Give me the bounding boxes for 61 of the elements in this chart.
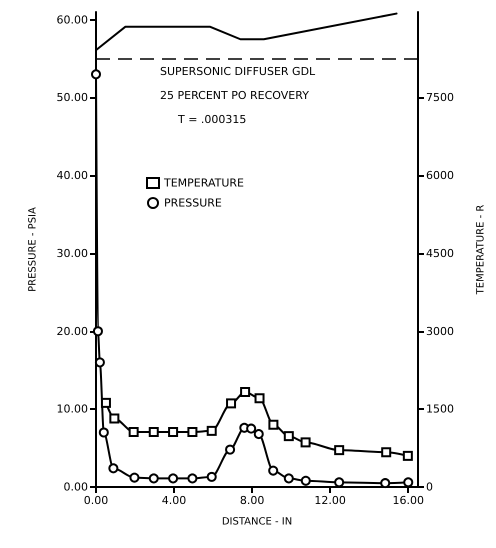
y-tick-label: 50.00 <box>56 91 88 104</box>
point <box>91 69 101 80</box>
legend-label: PRESSURE <box>164 196 222 210</box>
point <box>168 426 178 437</box>
point <box>334 477 344 488</box>
point <box>109 413 120 424</box>
point <box>206 472 217 482</box>
y-tick-label: 30.00 <box>56 246 88 260</box>
point <box>284 431 294 442</box>
point <box>334 445 344 456</box>
point <box>300 437 311 448</box>
x-tick-label: 4.00 <box>162 494 186 507</box>
point <box>100 398 111 408</box>
point <box>381 447 392 458</box>
point <box>98 427 109 438</box>
x-tick-label: 8.00 <box>240 494 264 507</box>
x-tick-label: 0.00 <box>84 494 108 507</box>
point <box>129 472 140 483</box>
point <box>92 326 103 336</box>
x-tick-label: 16.00 <box>392 494 424 507</box>
annotation: T = .000315 <box>177 113 246 126</box>
point <box>300 476 311 486</box>
point <box>187 473 198 484</box>
y-tick-label: 40.00 <box>56 169 88 182</box>
y2-axis-title: TEMPERATURE - R <box>476 204 486 296</box>
point <box>148 473 159 484</box>
point <box>284 473 294 484</box>
y-tick-label: 10.00 <box>56 402 88 416</box>
point <box>246 424 256 434</box>
point <box>94 357 105 368</box>
y-tick-label: 60.00 <box>56 13 88 26</box>
point <box>380 478 390 488</box>
point <box>108 463 118 474</box>
y2-tick-label: 1500 <box>426 402 454 416</box>
point <box>254 393 265 404</box>
y2-tick-label: 4500 <box>426 246 454 260</box>
y-tick-label: 20.00 <box>56 324 88 338</box>
point <box>268 466 278 476</box>
point <box>225 444 236 455</box>
point <box>403 477 414 488</box>
legend-label: TEMPERATURE <box>163 176 244 190</box>
point <box>226 398 236 408</box>
y-tick-label: 0.00 <box>64 480 88 494</box>
point <box>254 429 264 440</box>
point <box>402 450 413 461</box>
y-axis-title: PRESSURE - PSIA <box>28 206 38 292</box>
y2-tick-label: 3000 <box>426 324 454 338</box>
point <box>128 426 139 437</box>
y2-tick-label: 6000 <box>426 169 454 182</box>
annotation: SUPERSONIC DIFFUSER GDL <box>160 65 316 78</box>
y2-tick-label: 0 <box>426 480 433 494</box>
point <box>187 426 198 437</box>
y2-tick-label: 7500 <box>426 91 454 104</box>
x-axis-title: DISTANCE - IN <box>222 516 292 528</box>
point <box>168 473 178 484</box>
x-tick-label: 12.00 <box>314 494 346 507</box>
point <box>148 426 159 437</box>
annotation: 25 PERCENT PO RECOVERY <box>160 89 310 102</box>
point <box>268 420 278 430</box>
point <box>240 387 250 397</box>
point <box>206 426 217 436</box>
